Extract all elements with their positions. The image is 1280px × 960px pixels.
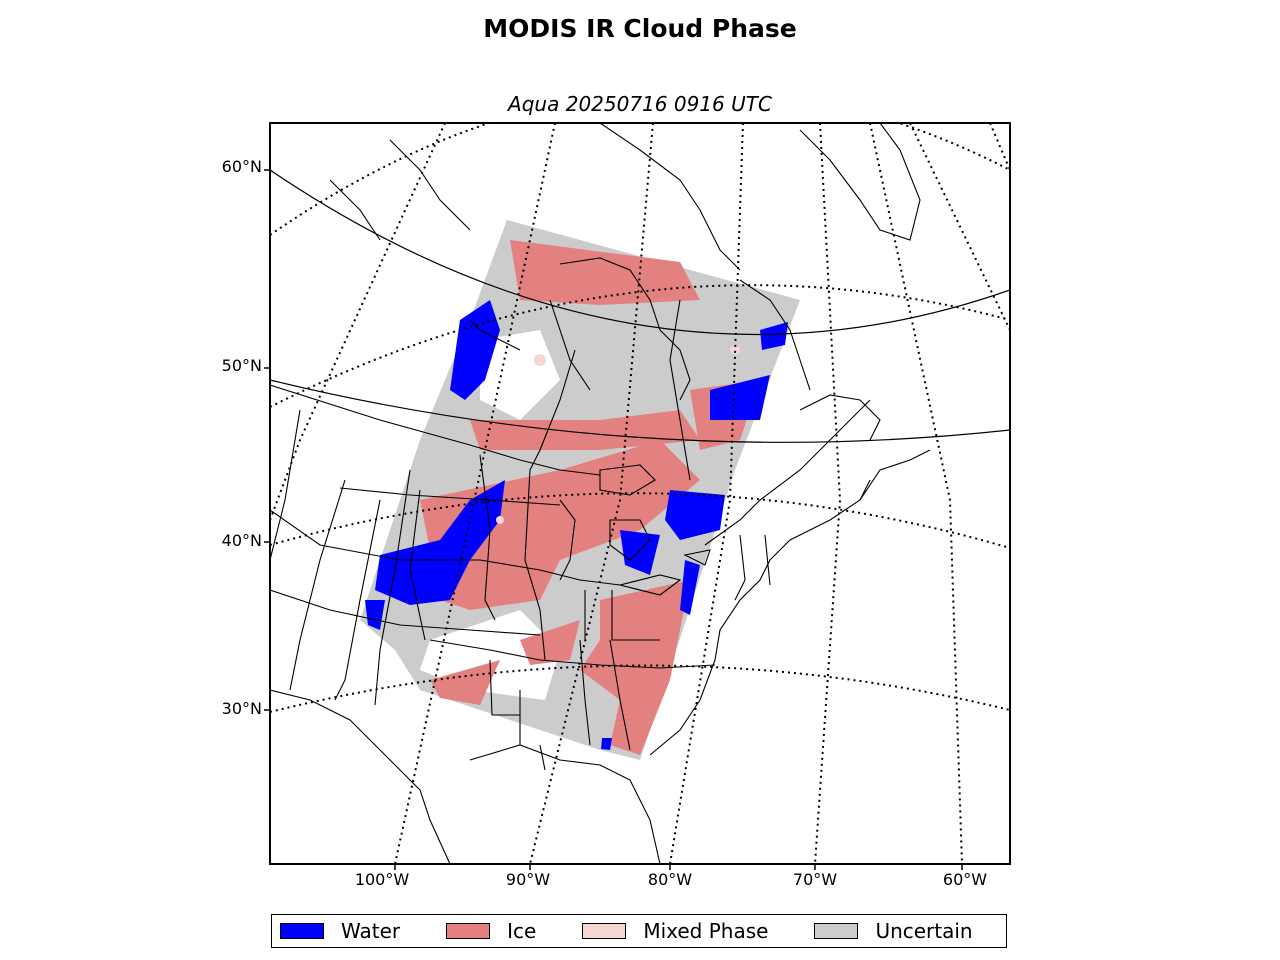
lon-label-90w: 90°W bbox=[505, 870, 551, 889]
ice-region bbox=[470, 410, 700, 450]
legend: Water Ice Mixed Phase Uncertain bbox=[271, 914, 1007, 948]
legend-item-uncertain: Uncertain bbox=[814, 919, 973, 943]
water-region bbox=[450, 300, 500, 400]
lat-label-50n: 50°N bbox=[221, 356, 262, 375]
legend-item-ice: Ice bbox=[446, 919, 536, 943]
ice-region bbox=[510, 240, 700, 305]
map-subtitle: Aqua 20250716 0916 UTC bbox=[508, 92, 772, 116]
water-region bbox=[365, 600, 385, 630]
ice-region bbox=[520, 620, 580, 665]
mixed-phase-region bbox=[534, 354, 546, 366]
ice-region bbox=[420, 440, 700, 610]
legend-item-water: Water bbox=[280, 919, 400, 943]
water-region bbox=[601, 738, 612, 750]
clear-sky-region bbox=[480, 330, 560, 420]
legend-item-mixed-phase: Mixed Phase bbox=[582, 919, 768, 943]
coastlines bbox=[270, 123, 931, 864]
legend-swatch-uncertain bbox=[814, 923, 859, 939]
lat-label-60n: 60°N bbox=[221, 157, 262, 176]
legend-swatch-water bbox=[280, 923, 324, 939]
great-lakes bbox=[559, 464, 711, 596]
mixed-phase-region bbox=[496, 516, 504, 524]
lon-label-80w: 80°W bbox=[647, 870, 693, 889]
legend-label-uncertain: Uncertain bbox=[875, 919, 973, 943]
water-region bbox=[665, 490, 725, 540]
ice-region bbox=[580, 580, 690, 755]
lon-label-100w: 100°W bbox=[354, 870, 410, 889]
legend-label-mixed-phase: Mixed Phase bbox=[643, 919, 769, 943]
mixed-phase-region bbox=[730, 345, 740, 355]
lat-label-40n: 40°N bbox=[221, 531, 262, 550]
map-frame bbox=[269, 122, 1011, 865]
legend-label-water: Water bbox=[341, 919, 401, 943]
water-region bbox=[620, 530, 660, 575]
lon-label-70w: 70°W bbox=[792, 870, 838, 889]
ice-region bbox=[430, 660, 500, 705]
water-region bbox=[760, 322, 788, 350]
legend-swatch-ice bbox=[446, 923, 491, 939]
political-borders bbox=[270, 299, 871, 751]
lat-label-30n: 30°N bbox=[221, 699, 262, 718]
graticule-meridians bbox=[270, 123, 1010, 864]
legend-label-ice: Ice bbox=[507, 919, 537, 943]
water-region bbox=[680, 560, 700, 615]
lon-label-60w: 60°W bbox=[942, 870, 988, 889]
legend-swatch-mixed-phase bbox=[582, 923, 627, 939]
map-title: MODIS IR Cloud Phase bbox=[483, 14, 797, 43]
water-region bbox=[710, 375, 770, 420]
axis-ticks bbox=[264, 169, 963, 870]
